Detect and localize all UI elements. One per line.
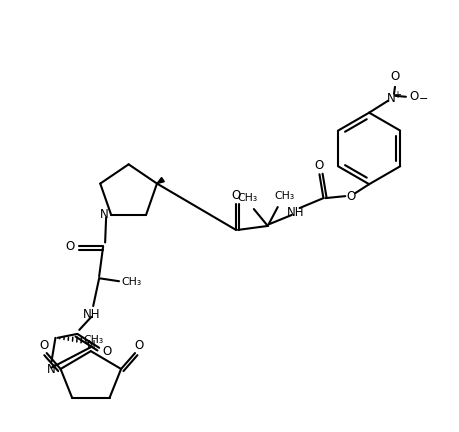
Text: CH₃: CH₃ (274, 191, 294, 201)
Text: NH: NH (286, 206, 304, 219)
Text: N: N (386, 92, 395, 105)
Text: N: N (86, 339, 95, 352)
Text: N: N (47, 363, 56, 376)
Text: CH₃: CH₃ (121, 277, 141, 287)
Text: −: − (418, 94, 428, 104)
Text: O: O (409, 90, 418, 103)
Text: N: N (100, 208, 108, 221)
Polygon shape (157, 178, 164, 184)
Text: CH₃: CH₃ (83, 335, 103, 345)
Text: O: O (346, 190, 355, 203)
Text: CH₃: CH₃ (237, 193, 257, 203)
Text: +: + (392, 90, 400, 100)
Text: O: O (66, 240, 75, 253)
Text: O: O (102, 345, 112, 358)
Text: O: O (39, 339, 48, 352)
Text: O: O (231, 189, 240, 202)
Text: O: O (134, 339, 143, 352)
Text: O: O (314, 159, 324, 172)
Text: NH: NH (82, 308, 100, 321)
Text: O: O (390, 70, 399, 83)
